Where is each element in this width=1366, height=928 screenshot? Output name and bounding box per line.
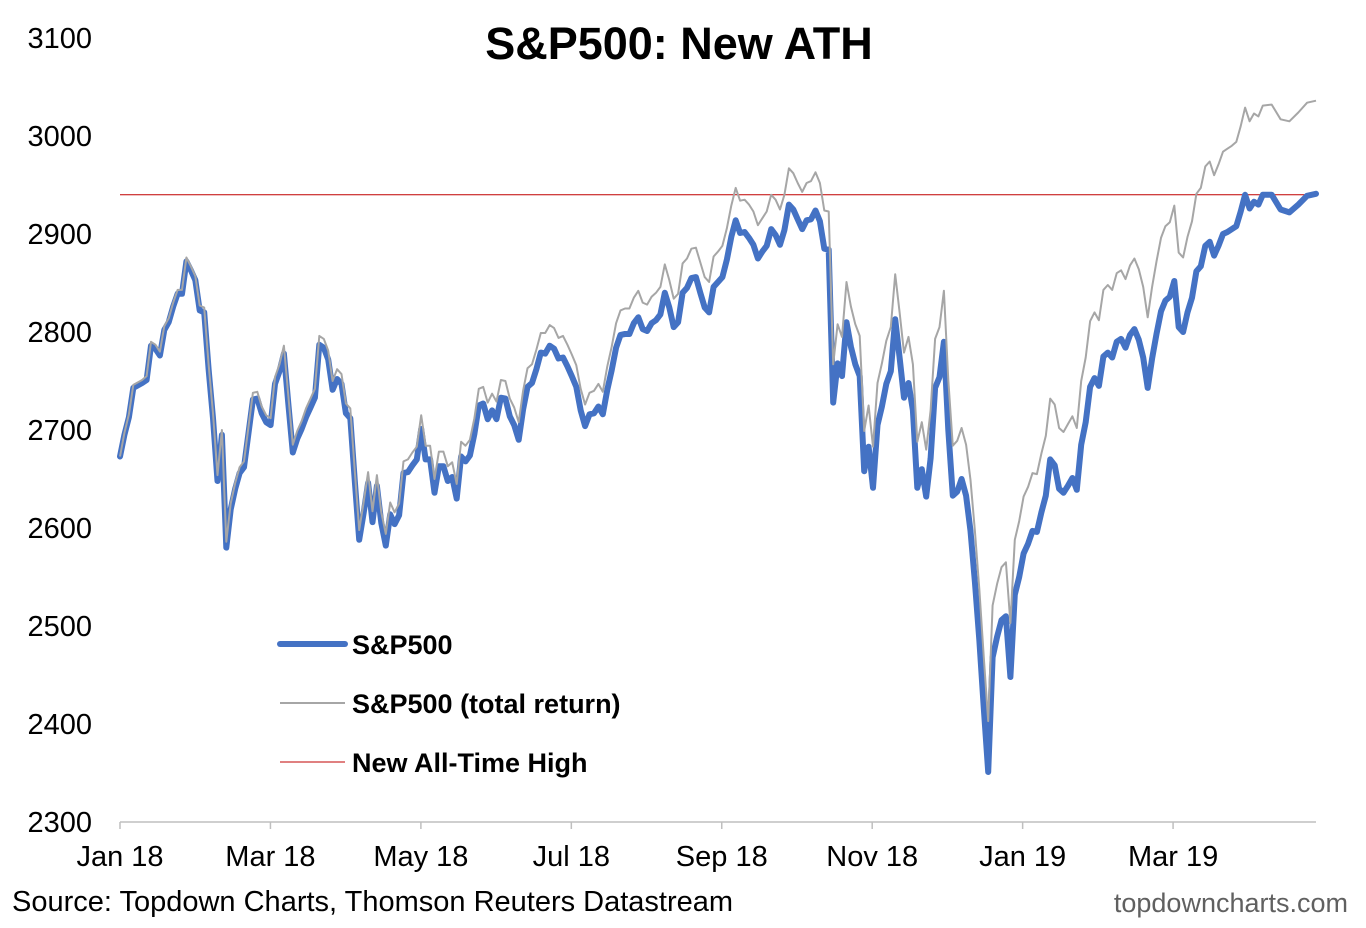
x-tick-label: Nov 18 xyxy=(826,841,918,873)
x-tick-label: Jul 18 xyxy=(533,841,610,873)
legend-label: New All-Time High xyxy=(352,748,588,778)
y-tick-label: 2300 xyxy=(27,807,92,839)
y-tick-label: 2900 xyxy=(27,219,92,251)
sp500-total-return-line xyxy=(119,99,1317,723)
y-tick-label: 3000 xyxy=(27,121,92,153)
axes-layer: 2300 2400 2500 2600 2700 2800 2900 3000 3100 Jan … xyxy=(27,23,1316,873)
y-tick-label: 2700 xyxy=(27,415,92,447)
y-tick-label: 2600 xyxy=(27,513,92,545)
y-tick-label: 3100 xyxy=(27,23,92,55)
legend: S&P500 S&P500 (total return) New All-Time … xyxy=(277,630,621,778)
x-tick-label: Jan 19 xyxy=(979,841,1066,873)
y-tick-label: 2800 xyxy=(27,317,92,349)
source-text: Source: Topdown Charts, Thomson Reuters … xyxy=(12,886,734,918)
y-tick-label: 2400 xyxy=(27,709,92,741)
x-tick-label: Mar 18 xyxy=(225,841,315,873)
x-tick-label: Sep 18 xyxy=(676,841,768,873)
legend-label: S&P500 xyxy=(352,630,453,660)
series-layer xyxy=(117,99,1319,775)
sp500-line xyxy=(117,190,1319,775)
watermark-text: topdowncharts.com xyxy=(1113,888,1348,918)
x-tick-label: May 18 xyxy=(373,841,468,873)
x-tick-label: Mar 19 xyxy=(1128,841,1218,873)
y-tick-label: 2500 xyxy=(27,611,92,643)
legend-label: S&P500 (total return) xyxy=(352,689,621,719)
chart-title: S&P500: New ATH xyxy=(485,18,873,69)
x-tick-label: Jan 18 xyxy=(76,841,163,873)
